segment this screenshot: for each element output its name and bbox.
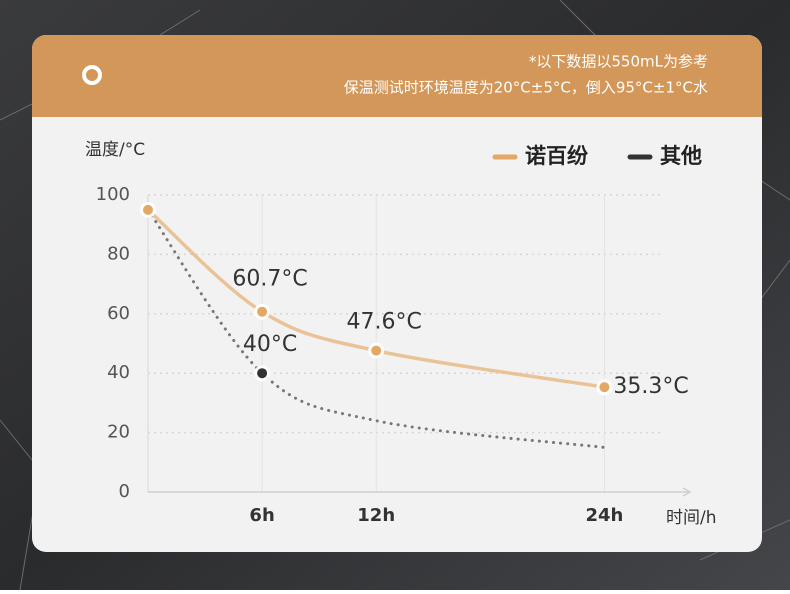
card-body [32,35,762,552]
x-tick-label: 24h [585,505,623,526]
plot: 0 20 40 60 80 100 6h 12h 24h 诺百纷 其他 60.7°C 47.6°C 35.… [96,144,702,526]
x-tick-label: 6h [249,505,274,526]
y-tick-label: 20 [107,422,130,443]
legend-label: 其他 [660,144,702,168]
y-axis-label: 温度/°C [85,140,145,160]
point [371,345,382,356]
header-icon [82,65,102,85]
x-tick-label: 12h [357,505,395,526]
value-label: 35.3°C [613,374,688,399]
point [143,204,153,215]
y-tick-label: 0 [119,481,130,502]
value-label: 47.6°C [347,310,422,335]
header-note: 保温测试时环境温度为20°C±5°C，倒入95°C±1°C水 [344,79,708,97]
x-axis-label: 时间/h [666,508,717,528]
point [599,382,610,393]
value-label: 40°C [243,332,297,357]
y-tick-label: 80 [107,243,130,264]
x-axis-arrow [682,487,692,497]
y-tick-label: 60 [107,303,130,324]
card-header [32,35,762,117]
y-tick-label: 40 [107,362,130,383]
header-note: *以下数据以550mL为参考 [529,53,708,71]
value-label: 60.7°C [232,267,307,292]
series-line [146,208,607,389]
card [32,35,762,552]
legend-label: 诺百纷 [525,144,588,168]
series-line [146,208,606,449]
y-tick-label: 100 [96,184,130,205]
point [257,306,268,317]
point [257,368,268,379]
